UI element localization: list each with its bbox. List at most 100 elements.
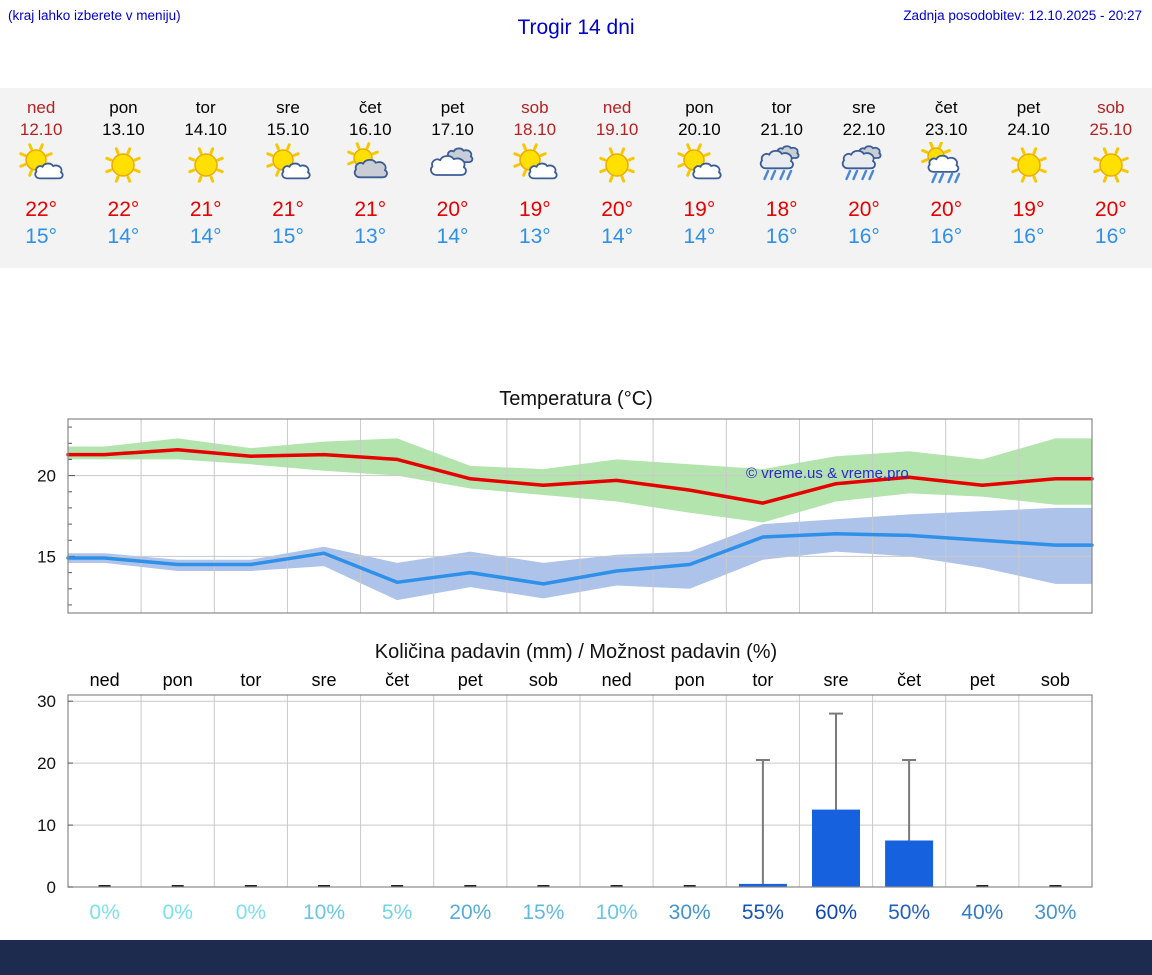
day-name: pet — [440, 98, 465, 117]
precip-day-label: ned — [602, 670, 632, 690]
precip-day-label: tor — [240, 670, 261, 690]
weather-icon-wrap — [82, 142, 164, 194]
precip-probability: 0% — [236, 901, 266, 924]
temp-ytick-label: 20 — [37, 467, 56, 486]
low-temperature: 13° — [518, 225, 551, 248]
weather-icon-sun-rain — [921, 141, 961, 184]
high-temperature: 22° — [107, 198, 140, 221]
low-temperature: 14° — [107, 225, 140, 248]
precip-probability: 20% — [449, 901, 491, 924]
header: (kraj lahko izberete v meniju) Trogir 14… — [0, 0, 1152, 88]
precipitation-chart-title: Količina padavin (mm) / Možnost padavin … — [374, 641, 778, 663]
precip-zero-mark — [171, 885, 184, 887]
weather-icon-wrap — [987, 142, 1069, 194]
day-name: ned — [26, 98, 56, 117]
high-temperature: 21° — [354, 198, 387, 221]
day-name: čet — [358, 98, 382, 117]
day-column: sob 18.10 19° 13° — [494, 88, 576, 268]
precip-bar — [738, 883, 787, 887]
precip-day-label: pon — [163, 670, 193, 690]
spacer — [0, 268, 1152, 388]
weather-icon-sun-cloud — [513, 143, 558, 180]
day-date: 14.10 — [184, 120, 227, 139]
high-temperature: 20° — [601, 198, 633, 221]
high-temperature: 20° — [848, 198, 880, 221]
temp-band-min-range — [68, 507, 1092, 601]
day-date: 15.10 — [266, 120, 310, 139]
precip-zero-mark — [976, 885, 989, 887]
low-temperature: 16° — [765, 225, 798, 248]
precip-zero-mark — [1049, 885, 1062, 887]
day-date: 22.10 — [842, 120, 886, 139]
precip-day-label: sre — [823, 670, 848, 690]
day-name: tor — [771, 98, 792, 117]
weather-icon-sun-cloud — [19, 143, 64, 180]
precip-day-label: čet — [897, 670, 921, 690]
page-title: Trogir 14 dni — [517, 16, 635, 39]
precip-probability: 0% — [89, 901, 119, 924]
precip-bar — [885, 840, 934, 887]
day-name: ned — [602, 98, 632, 117]
precip-probability: 30% — [1034, 901, 1076, 924]
precip-zero-mark — [537, 885, 550, 887]
precip-probability: 60% — [815, 901, 857, 924]
weather-icon-wrap — [247, 142, 329, 194]
day-name: sre — [276, 98, 300, 117]
low-temperature: 14° — [601, 225, 633, 248]
day-name: sre — [852, 98, 876, 117]
day-date: 24.10 — [1007, 120, 1050, 139]
temp-line-max-temperature — [66, 447, 1094, 505]
day-column: sob 25.10 20° 16° — [1070, 88, 1152, 268]
low-temperature: 15° — [25, 225, 58, 248]
forecast-strip: ned 12.10 22° 15° pon 13.10 22° 14° tor 14.10 21° 1… — [0, 88, 1152, 268]
day-name: čet — [934, 98, 958, 117]
low-temperature: 14° — [189, 225, 222, 248]
day-date: 21.10 — [760, 120, 803, 139]
day-column: ned 19.10 20° 14° — [576, 88, 658, 268]
precip-probability: 0% — [163, 901, 193, 924]
high-temperature: 21° — [189, 198, 222, 221]
precip-probability: 30% — [669, 901, 711, 924]
day-column: pon 13.10 22° 14° — [82, 88, 164, 268]
precip-probability: 15% — [522, 901, 564, 924]
day-name: pon — [685, 98, 714, 117]
day-name: tor — [195, 98, 216, 117]
day-column: čet 16.10 21° 13° — [329, 88, 411, 268]
weather-icon-sun-cloud — [677, 143, 722, 180]
precip-day-label: tor — [752, 670, 773, 690]
temperature-chart: © vreme.us & vreme.pro 15 20 — [0, 416, 1152, 623]
precip-ytick-label: 0 — [47, 878, 56, 897]
day-column: tor 14.10 21° 14° — [165, 88, 247, 268]
day-column: pet 24.10 19° 16° — [987, 88, 1069, 268]
weather-icon-sun — [1093, 147, 1129, 183]
day-column: sre 15.10 21° 15° — [247, 88, 329, 268]
weather-icon-sun-cloud-gray — [347, 142, 389, 179]
high-temperature: 18° — [765, 198, 798, 221]
precip-zero-mark — [98, 885, 111, 887]
high-temperature: 20° — [1094, 198, 1127, 221]
precip-probability: 40% — [961, 901, 1003, 924]
precip-probability: 10% — [596, 901, 638, 924]
precip-probability: 10% — [303, 901, 345, 924]
precip-zero-mark — [464, 885, 477, 887]
precip-zero-mark — [318, 885, 330, 887]
precip-day-label: sob — [529, 670, 558, 690]
weather-icon-wrap — [658, 142, 740, 194]
day-name: pet — [1016, 98, 1041, 117]
weather-icon-sun — [105, 147, 142, 183]
precip-bar — [812, 809, 860, 887]
menu-hint: (kraj lahko izberete v meniju) — [8, 8, 181, 23]
precip-ytick-label: 30 — [37, 692, 56, 711]
low-temperature: 13° — [354, 225, 387, 248]
watermark: © vreme.us & vreme.pro — [746, 465, 909, 482]
high-temperature: 21° — [272, 198, 304, 221]
low-temperature: 14° — [436, 225, 469, 248]
high-temperature: 19° — [683, 198, 716, 221]
weather-icon-wrap — [411, 142, 493, 194]
temp-line-min-temperature — [66, 532, 1094, 586]
day-date: 17.10 — [431, 120, 474, 139]
weather-icon-sun — [599, 147, 635, 183]
day-date: 25.10 — [1089, 120, 1133, 139]
precip-zero-mark — [610, 885, 623, 887]
